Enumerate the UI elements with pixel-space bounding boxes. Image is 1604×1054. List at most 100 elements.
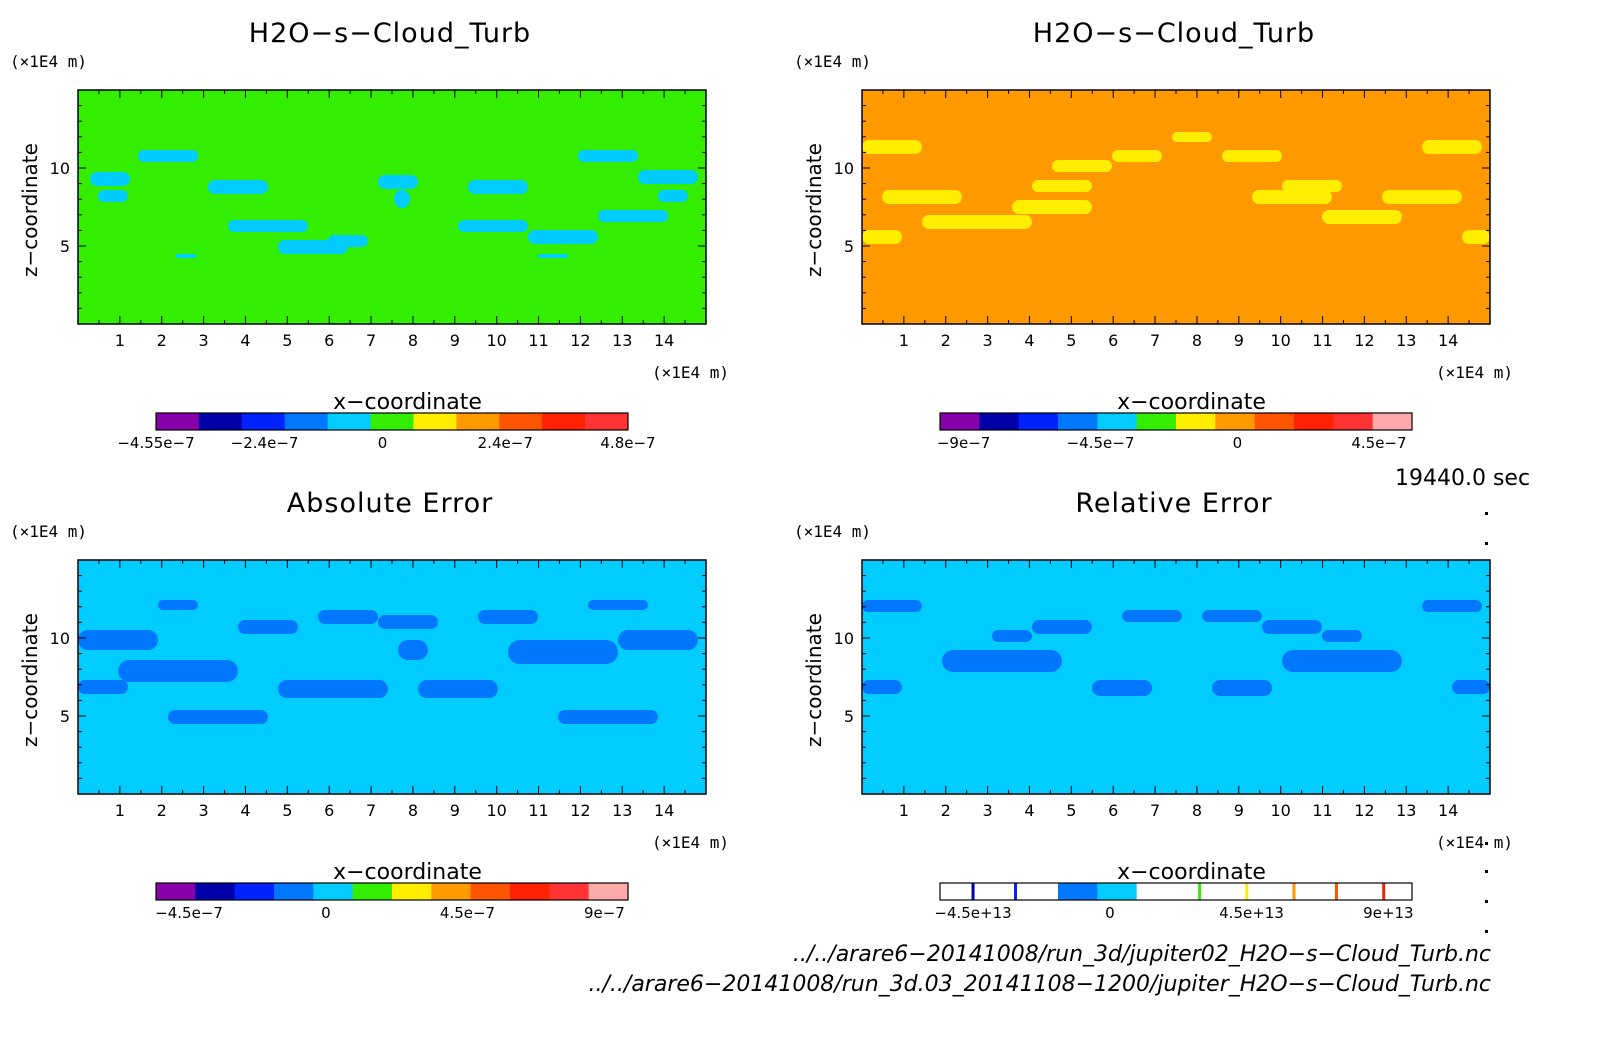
x-tick-label: 10: [1270, 801, 1290, 820]
contour-region: [638, 170, 698, 184]
contour-region: [1422, 600, 1482, 612]
colorbar-segment: [499, 413, 543, 430]
contour-region: [394, 190, 410, 208]
dot: [1485, 900, 1488, 903]
contour-region: [98, 190, 128, 202]
y-tick-label: 5: [60, 707, 70, 726]
heatmap-background: [862, 560, 1490, 794]
colorbar-segment: [156, 413, 200, 430]
colorbar-segment: [156, 883, 196, 900]
colorbar-label: −9e−7: [937, 434, 990, 452]
contour-region: [208, 180, 268, 194]
contour-region: [1322, 210, 1402, 224]
contour-region: [378, 615, 438, 629]
x-tick-label: 1: [899, 331, 909, 350]
x-tick-label: 9: [450, 331, 460, 350]
x-tick-label: 13: [1396, 801, 1416, 820]
contour-region: [1322, 630, 1362, 642]
x-tick-label: 8: [1192, 801, 1202, 820]
colorbar-frame: [939, 882, 1413, 901]
x-tick-label: 13: [612, 801, 632, 820]
contour-region: [1452, 680, 1490, 694]
colorbar-segment: [1018, 883, 1059, 900]
contour-region: [1172, 132, 1212, 142]
x-axis-label: x−coordinate: [1117, 390, 1266, 415]
x-tick-label: 9: [450, 801, 460, 820]
contour-region: [598, 210, 668, 222]
time-label: 19440.0 sec: [1395, 466, 1531, 491]
x-tick-label: 5: [1066, 331, 1076, 350]
colorbar-label: 0: [378, 434, 388, 452]
contour-region: [538, 254, 568, 258]
x-axis-label: x−coordinate: [333, 390, 482, 415]
contour-region: [1262, 620, 1322, 634]
dot: [1485, 930, 1488, 933]
x-unit: (×1E4 m): [652, 363, 730, 382]
x-tick-label: 1: [899, 801, 909, 820]
colorbar-segment: [1254, 413, 1295, 430]
colorbar-label: 4.5e−7: [440, 904, 495, 922]
x-tick-label: 2: [157, 331, 167, 350]
colorbar-segment: [1372, 413, 1413, 430]
x-tick-label: 12: [570, 801, 590, 820]
x-tick-label: 1: [115, 331, 125, 350]
colorbar-segment: [431, 883, 472, 900]
x-tick-label: 14: [654, 331, 674, 350]
contour-region: [328, 235, 368, 247]
colorbar-segment: [542, 413, 586, 430]
x-tick-label: 7: [366, 331, 376, 350]
panel-title: H2O−s−Cloud_Turb: [1032, 18, 1316, 49]
x-tick-label: 13: [612, 331, 632, 350]
contour-region: [992, 630, 1032, 642]
x-tick-label: 4: [240, 331, 250, 350]
contour-region: [1212, 680, 1272, 696]
contour-region: [318, 610, 378, 624]
colorbar-segment: [585, 413, 629, 430]
x-tick-label: 2: [157, 801, 167, 820]
contour-region: [1282, 180, 1342, 192]
contour-region: [138, 150, 198, 162]
contour-region: [78, 630, 158, 650]
x-tick-label: 7: [1150, 331, 1160, 350]
contour-region: [1012, 200, 1092, 214]
heatmap-background: [862, 90, 1490, 324]
colorbar-segment: [1097, 883, 1138, 900]
contour-region: [458, 220, 528, 232]
dot: [1485, 870, 1488, 873]
x-tick-label: 13: [1396, 331, 1416, 350]
x-tick-label: 9: [1234, 331, 1244, 350]
contour-region: [158, 600, 198, 610]
colorbar-label: −4.5e+13: [934, 904, 1011, 922]
colorbar-segment: [588, 883, 629, 900]
x-tick-label: 14: [1438, 801, 1458, 820]
contour-region: [176, 254, 196, 258]
colorbar-segment: [1294, 883, 1334, 900]
contour-region: [922, 215, 1032, 229]
colorbar-segment: [940, 883, 980, 900]
contour-region: [1382, 190, 1462, 204]
colorbar-segment: [1215, 883, 1256, 900]
contour-region: [468, 180, 528, 194]
contour-region: [1032, 620, 1092, 634]
x-tick-label: 4: [1024, 331, 1034, 350]
colorbar-segment: [470, 883, 511, 900]
contour-layer: [78, 600, 698, 724]
colorbar-label: −4.55e−7: [117, 434, 194, 452]
panel-title: Relative Error: [1075, 488, 1273, 519]
colorbar-segment: [1058, 883, 1098, 900]
contour-layer: [862, 600, 1490, 696]
colorbar-segment: [274, 883, 314, 900]
colorbar-segment: [1333, 413, 1374, 430]
contour-region: [862, 680, 902, 694]
x-tick-label: 11: [528, 801, 548, 820]
x-tick-label: 12: [1354, 331, 1374, 350]
x-tick-label: 5: [282, 801, 292, 820]
x-tick-label: 3: [983, 331, 993, 350]
contour-region: [618, 630, 698, 650]
x-tick-label: 6: [1108, 331, 1118, 350]
x-axis-label: x−coordinate: [1117, 860, 1266, 885]
x-unit: (×1E4 m): [1436, 363, 1514, 382]
colorbar-segment: [510, 883, 550, 900]
